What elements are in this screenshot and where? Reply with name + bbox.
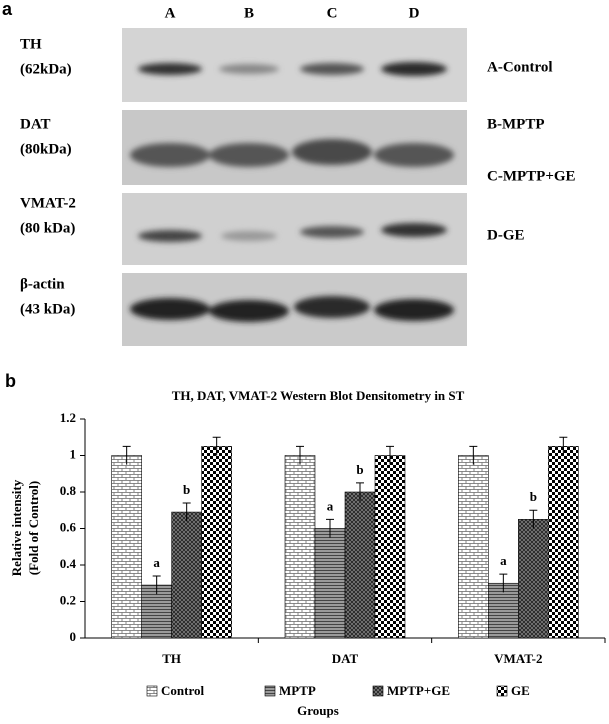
x-axis-title: Groups	[297, 703, 339, 718]
row-name: β-actin	[20, 276, 65, 292]
chart-title: TH, DAT, VMAT-2 Western Blot Densitometr…	[172, 388, 465, 403]
bar	[518, 519, 549, 639]
row-size: (80 kDa)	[20, 220, 75, 236]
panel-label: b	[5, 371, 16, 391]
annotation: a	[327, 498, 334, 513]
y-axis-title: Relative intensity	[9, 479, 24, 576]
bar	[344, 491, 376, 639]
error-bar	[212, 436, 221, 456]
lane-label: B	[244, 5, 254, 21]
error-bar	[529, 509, 538, 529]
error-bar	[182, 502, 191, 522]
annotation: a	[500, 553, 507, 568]
annotation: b	[530, 489, 537, 504]
blot	[122, 28, 467, 346]
bar	[284, 455, 316, 639]
legend-swatch	[146, 685, 158, 697]
error-bar	[386, 445, 394, 465]
legend-label: MPTP+GE	[387, 683, 450, 698]
row-size: (80kDa)	[20, 141, 72, 157]
y-tick-label: 0.6	[60, 519, 77, 534]
legend-label: Control	[161, 683, 204, 698]
y-tick-label: 0.4	[60, 556, 77, 571]
bar	[201, 446, 232, 639]
legend-label: MPTP	[279, 683, 316, 698]
annotation: b	[183, 482, 190, 497]
error-bar	[122, 445, 131, 465]
legend-swatch	[264, 685, 276, 697]
plot: 0 0.2 0.4 0.6 0.8 1 1.2 TH a b DAT a b VMAT-2 a b Contro…	[60, 410, 606, 698]
annotation: b	[356, 462, 363, 477]
bar	[548, 446, 579, 639]
lane-legend: B-MPTP	[487, 116, 545, 132]
x-tick-label: TH	[162, 651, 181, 666]
error-bar	[326, 518, 334, 538]
row-name: TH	[20, 36, 42, 52]
legend-swatch	[496, 685, 508, 697]
error-bar	[559, 436, 568, 456]
y-axis-title: (Fold of Control)	[26, 481, 41, 575]
y-tick-label: 0.8	[60, 483, 77, 498]
error-bar	[356, 482, 364, 502]
annotation: a	[153, 555, 160, 570]
y-tick-label: 0	[70, 629, 77, 644]
bar	[314, 528, 346, 639]
error-bar	[499, 573, 508, 593]
bar	[171, 511, 202, 639]
y-tick-label: 1	[70, 446, 77, 461]
y-tick-label: 1.2	[60, 410, 76, 425]
x-tick-label: DAT	[332, 651, 359, 666]
lane-label: A	[165, 5, 176, 21]
bar	[458, 455, 489, 639]
legend-swatch	[372, 685, 384, 697]
error-bar	[152, 575, 161, 595]
lane-label: D	[409, 5, 420, 21]
bar	[374, 455, 406, 639]
lane-label: C	[327, 5, 338, 21]
x-tick-label: VMAT-2	[494, 651, 542, 666]
row-name: DAT	[20, 116, 51, 132]
lane-legend: C-MPTP+GE	[487, 168, 576, 184]
row-name: VMAT-2	[20, 195, 76, 211]
row-size: (43 kDa)	[20, 301, 75, 317]
panel-label: a	[2, 0, 13, 19]
error-bar	[469, 445, 478, 465]
error-bar	[296, 445, 304, 465]
legend-label: GE	[511, 683, 530, 698]
y-tick-label: 0.2	[60, 592, 76, 607]
lane-legend: A-Control	[487, 59, 553, 75]
lane-legend: D-GE	[487, 227, 525, 243]
bar	[111, 455, 142, 639]
row-size: (62kDa)	[20, 61, 72, 77]
